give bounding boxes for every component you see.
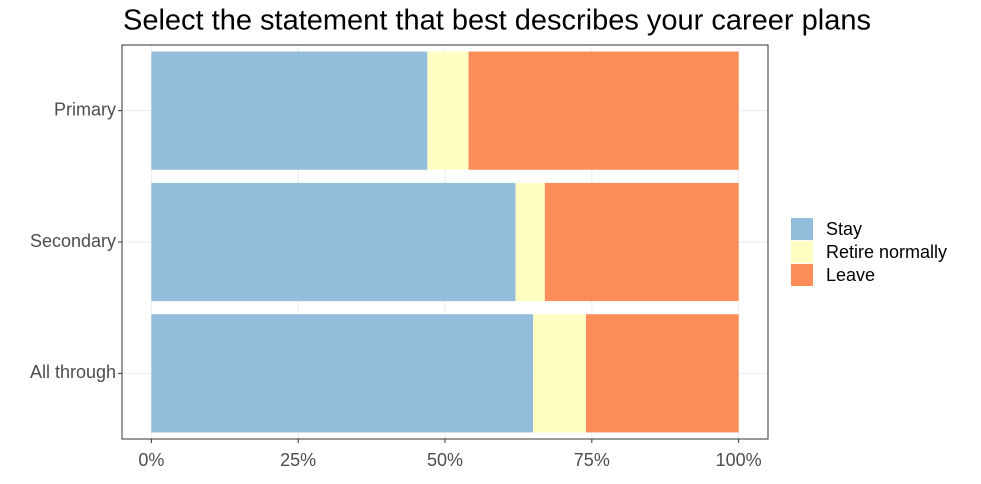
y-tick-label: Secondary xyxy=(30,231,116,251)
x-tick-label: 0% xyxy=(138,450,164,470)
bar-segment xyxy=(585,314,739,433)
bar-segment xyxy=(533,314,586,433)
bar-segment xyxy=(151,51,428,170)
bar-segment xyxy=(151,182,516,302)
panel-border xyxy=(121,44,769,440)
y-tick-label: Primary xyxy=(54,99,116,119)
x-tick-label: 75% xyxy=(574,450,610,470)
x-tick-label: 25% xyxy=(280,450,316,470)
y-tick-label: All through xyxy=(30,362,116,382)
bar-segment xyxy=(515,182,545,302)
bar-segment xyxy=(427,51,469,170)
bar-segment xyxy=(468,51,739,170)
bar-segment xyxy=(544,182,739,302)
legend-label: Retire normally xyxy=(826,242,947,262)
x-tick-label: 50% xyxy=(427,450,463,470)
legend-swatch xyxy=(791,264,813,286)
chart-title: Select the statement that best describes… xyxy=(123,5,871,37)
x-tick-label: 100% xyxy=(716,450,762,470)
legend-swatch xyxy=(791,241,813,263)
legend-swatch xyxy=(791,218,813,240)
bar-segment xyxy=(151,314,534,433)
legend-label: Leave xyxy=(826,265,875,285)
legend-label: Stay xyxy=(826,219,862,239)
